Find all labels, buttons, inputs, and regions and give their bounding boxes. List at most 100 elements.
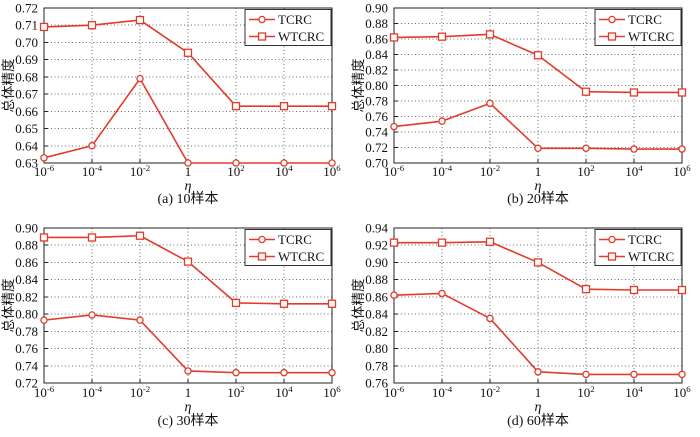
series-tcrc <box>390 99 686 153</box>
legend-marker-wtcrc <box>607 32 617 41</box>
data-point-marker-tcrc <box>486 99 494 108</box>
x-axis-label: η <box>535 179 542 194</box>
series-wtcrc <box>39 15 337 111</box>
data-point-marker-wtcrc <box>677 88 687 97</box>
data-point-marker-wtcrc <box>437 32 447 41</box>
data-point-marker-tcrc <box>280 159 288 167</box>
y-tick-label: 0.78 <box>15 324 38 339</box>
y-tick-label: 0.74 <box>15 358 38 373</box>
legend: TCRC WTCRC <box>244 9 332 46</box>
x-tick-label: 10-4 <box>432 163 453 179</box>
legend-marker-tcrc <box>258 15 266 24</box>
series-wtcrc <box>39 231 337 308</box>
data-point-marker-wtcrc <box>389 238 399 247</box>
y-tick-labels: 0.700.720.740.760.780.800.820.840.860.88… <box>365 1 388 171</box>
y-tick-label: 0.86 <box>365 289 388 304</box>
chart-a-10-samples: 0.63 0.64 0.65 0.66 0.67 0.68 0.69 0.70 0.71 0.72… <box>0 0 350 218</box>
data-point-marker-tcrc <box>438 289 446 298</box>
x-tick-label: 106 <box>323 384 341 400</box>
x-tick-label: 1 <box>535 385 542 400</box>
x-tick-labels: 10-6 10-4 10-2 1 102 104 106 <box>384 384 691 400</box>
series-wtcrc <box>389 30 687 97</box>
series-wtcrc <box>389 237 687 295</box>
legend-label: TCRC <box>628 12 662 27</box>
data-point-marker-wtcrc <box>485 237 495 246</box>
y-tick-label: 0.67 <box>15 87 38 102</box>
chart-c-30-samples: 0.72 0.74 0.76 0.78 0.80 0.82 0.84 0.86 0.88 0.90… <box>0 218 350 437</box>
x-axis-label: η <box>535 400 542 415</box>
data-point-marker-tcrc <box>328 159 336 167</box>
data-point-marker-wtcrc <box>231 102 241 111</box>
y-tick-label: 0.69 <box>15 52 38 67</box>
y-tick-label: 0.72 <box>15 1 38 16</box>
y-tick-label: 0.90 <box>365 255 388 270</box>
legend-label: WTCRC <box>628 29 674 44</box>
y-tick-label: 0.90 <box>365 1 388 16</box>
grid <box>44 228 332 383</box>
x-axis-label: η <box>185 400 192 415</box>
x-tick-label: 106 <box>673 384 691 400</box>
data-point-marker-wtcrc <box>279 102 289 111</box>
data-point-marker-wtcrc <box>183 257 193 266</box>
x-tick-label: 106 <box>673 163 691 179</box>
y-tick-label: 0.72 <box>15 376 38 391</box>
x-tick-label: 104 <box>625 384 643 400</box>
legend-marker-wtcrc <box>257 32 267 41</box>
x-tick-label: 10-6 <box>34 163 55 179</box>
data-point-marker-wtcrc <box>581 87 591 96</box>
y-tick-label: 0.76 <box>365 376 388 391</box>
legend: TCRC WTCRC <box>594 229 682 266</box>
x-tick-label: 102 <box>227 163 244 179</box>
x-tick-label: 102 <box>577 163 594 179</box>
y-tick-label: 0.68 <box>15 69 38 84</box>
data-point-marker-tcrc <box>184 367 192 375</box>
data-point-marker-tcrc <box>40 316 48 324</box>
data-point-marker-wtcrc <box>581 284 591 294</box>
x-tick-label: 102 <box>227 384 244 400</box>
y-tick-label: 0.86 <box>15 255 38 270</box>
y-tick-label: 0.78 <box>365 358 388 373</box>
data-point-marker-wtcrc <box>677 285 687 295</box>
y-tick-label: 0.76 <box>365 109 388 124</box>
data-point-marker-tcrc <box>438 117 446 125</box>
data-point-marker-tcrc <box>486 314 494 323</box>
legend: TCRC WTCRC <box>244 229 332 266</box>
y-tick-label: 0.88 <box>365 16 388 31</box>
y-tick-label: 0.82 <box>15 289 38 304</box>
series-tcrc <box>390 289 686 379</box>
x-tick-labels: 10-6 10-4 10-2 1 102 104 106 <box>384 163 691 179</box>
data-point-marker-tcrc <box>630 145 638 153</box>
subplot-caption: (a) 10样本 <box>157 191 218 207</box>
axis-ticks <box>393 7 683 164</box>
series-tcrc <box>40 74 336 167</box>
y-tick-label: 0.84 <box>15 272 38 287</box>
y-tick-label: 0.63 <box>15 156 38 171</box>
y-tick-label: 0.70 <box>365 156 388 171</box>
subplot-d: 0.76 0.78 0.80 0.82 0.84 0.86 0.88 0.90 0.92 0.94… <box>350 218 700 437</box>
y-tick-label: 0.90 <box>15 221 38 236</box>
legend-label: TCRC <box>628 232 662 247</box>
x-tick-labels: 10-6 10-4 10-2 1 102 104 106 <box>34 163 341 179</box>
grid <box>44 8 332 163</box>
y-axis-label: 总体精度 <box>351 59 366 113</box>
y-tick-label: 0.78 <box>365 94 388 109</box>
x-tick-label: 10-2 <box>480 384 500 400</box>
data-point-marker-wtcrc <box>135 231 145 240</box>
data-point-marker-wtcrc <box>183 48 193 57</box>
x-tick-labels: 10-6 10-4 10-2 1 102 104 106 <box>34 384 341 400</box>
data-point-marker-tcrc <box>136 74 144 83</box>
x-tick-label: 104 <box>275 163 293 179</box>
legend-marker-tcrc <box>258 235 266 244</box>
data-point-marker-wtcrc <box>135 15 145 25</box>
legend-marker-wtcrc <box>257 252 267 261</box>
data-point-marker-tcrc <box>88 142 96 150</box>
y-tick-label: 0.80 <box>15 307 38 322</box>
series-tcrc <box>40 311 336 377</box>
x-tick-label: 106 <box>323 163 341 179</box>
data-point-marker-tcrc <box>40 154 48 162</box>
x-tick-label: 10-2 <box>130 163 150 179</box>
x-tick-label: 10-6 <box>384 163 405 179</box>
y-axis-label: 总体精度 <box>1 59 16 113</box>
y-tick-label: 0.65 <box>15 121 38 136</box>
x-tick-label: 1 <box>185 164 192 179</box>
